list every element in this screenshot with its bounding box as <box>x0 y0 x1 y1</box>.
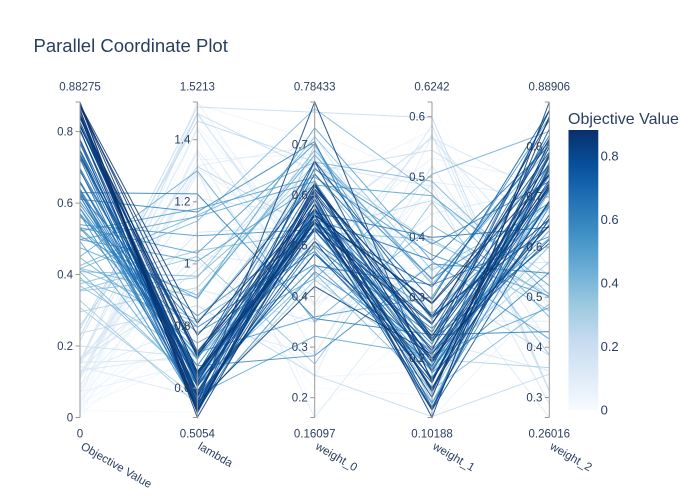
svg-text:0.2: 0.2 <box>292 393 308 405</box>
svg-text:0.26016: 0.26016 <box>529 428 571 440</box>
svg-text:0.4: 0.4 <box>601 275 619 290</box>
svg-text:0.8: 0.8 <box>601 149 619 164</box>
svg-text:1.2: 1.2 <box>174 197 190 209</box>
svg-text:0: 0 <box>67 412 73 424</box>
svg-text:0.3: 0.3 <box>292 342 308 354</box>
svg-text:0.5: 0.5 <box>409 172 425 184</box>
svg-text:Parallel Coordinate Plot: Parallel Coordinate Plot <box>34 35 228 56</box>
svg-text:0.6242: 0.6242 <box>414 82 449 94</box>
svg-text:0.4: 0.4 <box>57 269 74 281</box>
svg-text:0.3: 0.3 <box>409 293 425 305</box>
svg-text:0.5054: 0.5054 <box>180 428 216 440</box>
svg-text:0: 0 <box>601 402 608 417</box>
svg-text:0.88906: 0.88906 <box>529 82 571 94</box>
svg-text:0.6: 0.6 <box>292 190 308 202</box>
svg-text:0.6: 0.6 <box>526 242 542 254</box>
svg-text:0.3: 0.3 <box>526 392 542 404</box>
svg-text:0.4: 0.4 <box>526 342 543 354</box>
svg-text:0.6: 0.6 <box>601 212 619 227</box>
svg-text:0.6: 0.6 <box>409 111 425 123</box>
svg-text:0.16097: 0.16097 <box>294 428 336 440</box>
svg-text:0.88275: 0.88275 <box>59 82 101 94</box>
svg-text:0.8: 0.8 <box>174 321 190 333</box>
svg-text:0.6: 0.6 <box>174 383 190 395</box>
svg-text:1: 1 <box>184 259 190 271</box>
svg-text:0.2: 0.2 <box>601 339 619 354</box>
svg-text:0.8: 0.8 <box>57 126 73 138</box>
svg-text:1.5213: 1.5213 <box>180 82 215 94</box>
svg-text:0.10188: 0.10188 <box>411 428 453 440</box>
svg-text:0.7: 0.7 <box>526 192 542 204</box>
svg-text:0.6: 0.6 <box>57 198 73 210</box>
svg-text:0: 0 <box>77 428 83 440</box>
svg-text:0.4: 0.4 <box>409 232 426 244</box>
svg-text:1.4: 1.4 <box>174 135 191 147</box>
svg-text:0.5: 0.5 <box>526 292 542 304</box>
svg-text:Objective Value: Objective Value <box>568 111 679 128</box>
svg-text:0.7: 0.7 <box>292 140 308 152</box>
svg-text:0.4: 0.4 <box>292 291 309 303</box>
svg-text:0.2: 0.2 <box>57 341 73 353</box>
svg-text:0.2: 0.2 <box>409 353 425 365</box>
svg-text:0.5: 0.5 <box>292 241 308 253</box>
svg-text:0.8: 0.8 <box>526 142 542 154</box>
svg-text:0.78433: 0.78433 <box>294 82 336 94</box>
